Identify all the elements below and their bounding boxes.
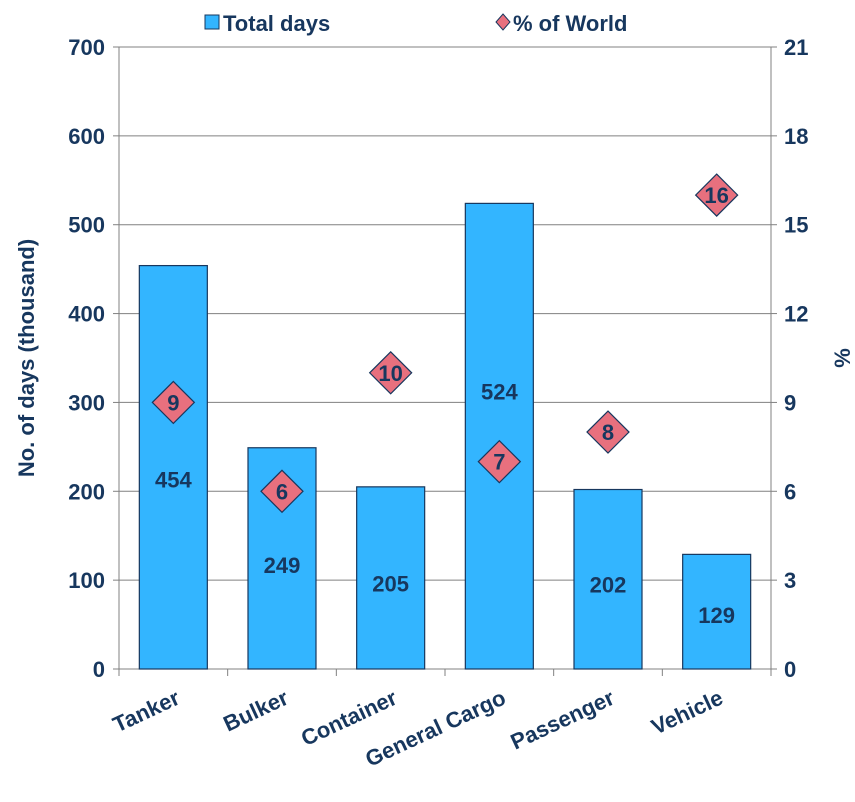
category-label: Bulker bbox=[219, 685, 292, 737]
bar bbox=[682, 553, 752, 670]
diamond-series: 9 6 10 7 8 16 bbox=[151, 173, 739, 514]
bar-value-label: 205 bbox=[372, 571, 409, 596]
diamond-marker bbox=[477, 439, 522, 484]
bar-value-label: 202 bbox=[590, 573, 627, 598]
y2-tick-label: 15 bbox=[784, 213, 808, 238]
axes bbox=[113, 46, 777, 676]
y2-tick-label: 0 bbox=[784, 657, 796, 682]
bar-value-label: 249 bbox=[264, 553, 301, 578]
pct-value-label: 9 bbox=[167, 390, 179, 415]
y2-tick-label: 18 bbox=[784, 124, 808, 149]
y2-axis-title: % bbox=[830, 348, 855, 368]
y2-tick-label: 6 bbox=[784, 479, 796, 504]
left-axis-ticks: 0 100 200 300 400 500 600 700 bbox=[68, 35, 105, 682]
y-tick-label: 200 bbox=[68, 479, 105, 504]
legend-bar-swatch bbox=[204, 14, 220, 30]
y-axis-title: No. of days (thousand) bbox=[14, 239, 39, 477]
diamond-marker bbox=[368, 350, 413, 395]
diamond-marker bbox=[586, 410, 630, 454]
y-tick-label: 700 bbox=[68, 35, 105, 60]
bar bbox=[573, 488, 643, 670]
bar-value-label: 129 bbox=[698, 603, 735, 628]
right-axis-ticks: 0 3 6 9 12 15 18 21 bbox=[784, 35, 808, 682]
bar bbox=[247, 447, 317, 670]
category-label: Passenger bbox=[507, 685, 619, 755]
gridlines bbox=[119, 46, 771, 581]
y-tick-label: 400 bbox=[68, 302, 105, 327]
bar-value-label: 454 bbox=[155, 467, 192, 492]
y2-tick-label: 21 bbox=[784, 35, 808, 60]
y2-tick-label: 3 bbox=[784, 568, 796, 593]
y-tick-label: 300 bbox=[68, 390, 105, 415]
category-label: Tanker bbox=[109, 685, 184, 738]
bar-value-label: 524 bbox=[481, 380, 518, 405]
bar bbox=[464, 202, 534, 670]
y2-tick-label: 9 bbox=[784, 390, 796, 415]
pct-value-label: 10 bbox=[378, 361, 402, 386]
diamond-marker bbox=[694, 173, 739, 217]
bar bbox=[138, 264, 208, 670]
diamond-marker bbox=[151, 380, 196, 425]
y-tick-label: 100 bbox=[68, 568, 105, 593]
diamond-marker bbox=[260, 469, 304, 514]
bar bbox=[356, 486, 426, 670]
y2-tick-label: 12 bbox=[784, 302, 808, 327]
category-label: Vehicle bbox=[647, 685, 726, 740]
y-tick-label: 500 bbox=[68, 213, 105, 238]
legend-diamond-swatch bbox=[495, 13, 511, 31]
legend-pct-world: % of World bbox=[513, 11, 627, 36]
pct-value-label: 7 bbox=[493, 450, 505, 475]
bar-series: 454 249 205 524 202 129 bbox=[138, 202, 752, 670]
pct-value-label: 16 bbox=[704, 183, 728, 208]
pct-value-label: 8 bbox=[602, 420, 614, 445]
y-tick-label: 600 bbox=[68, 124, 105, 149]
legend-total-days: Total days bbox=[223, 11, 330, 36]
pct-value-label: 6 bbox=[276, 479, 288, 504]
y-tick-label: 0 bbox=[93, 657, 105, 682]
legend: Total days % of World bbox=[204, 11, 627, 36]
